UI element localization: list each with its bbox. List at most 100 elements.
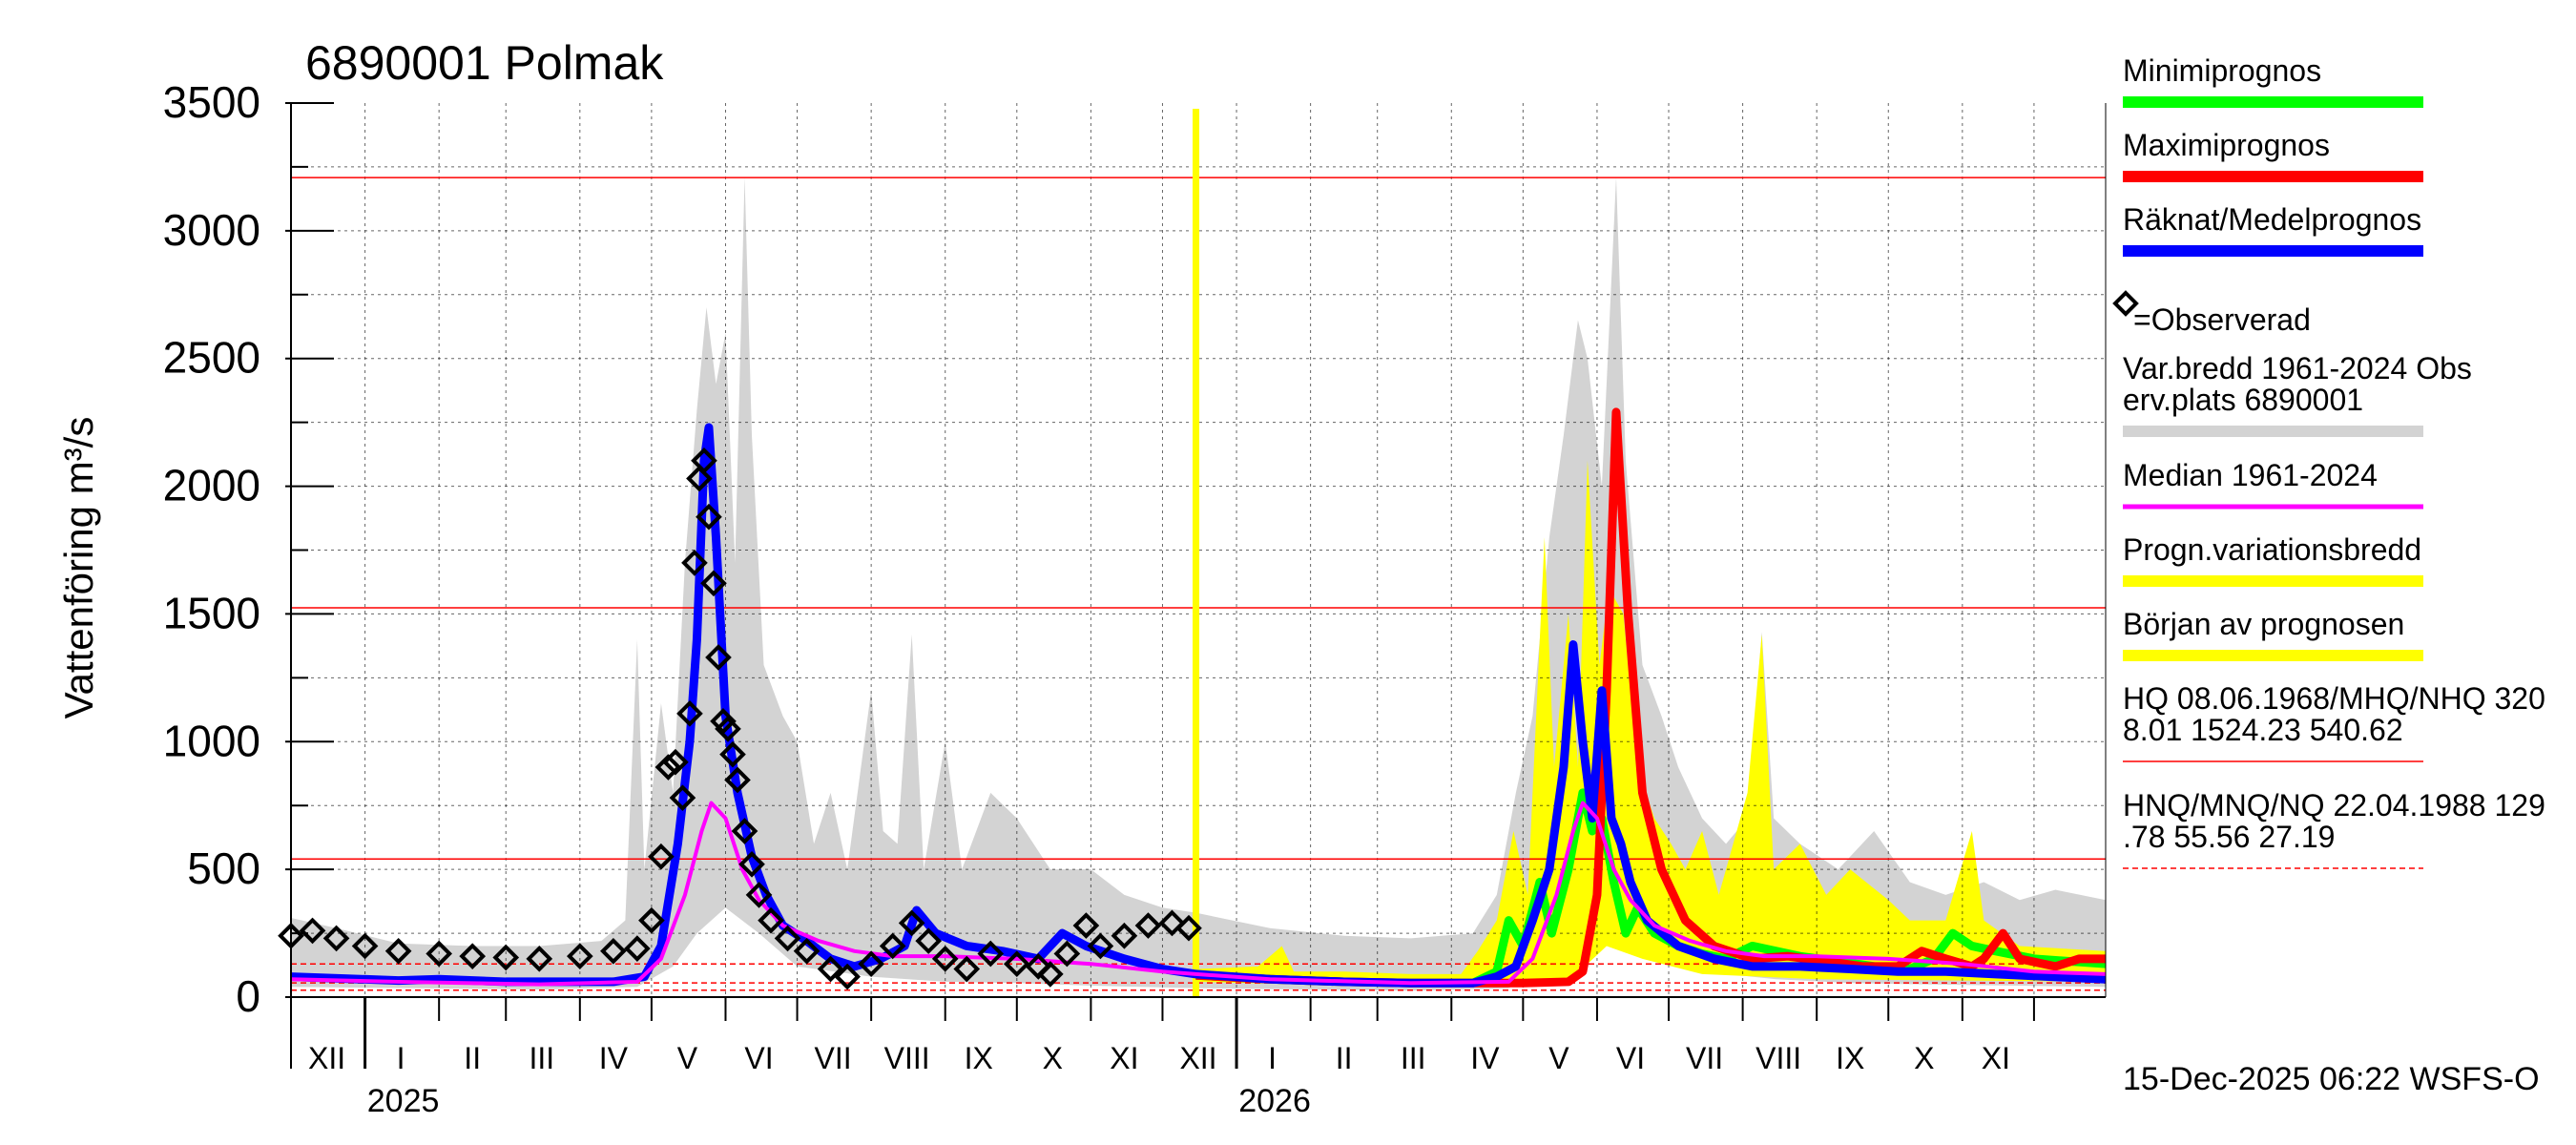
observed-point: [724, 766, 751, 794]
month-label: IX: [965, 1041, 993, 1075]
observed-point: [696, 503, 722, 531]
legend-label-observerad: =Observerad: [2133, 302, 2311, 337]
legend-label-maximiprognos: Maximiprognos: [2123, 128, 2330, 162]
observed-point: [459, 943, 487, 969]
month-label: VIII: [1755, 1041, 1801, 1075]
month-label: VIII: [884, 1041, 930, 1075]
observed-point: [638, 906, 665, 934]
month-label: V: [1548, 1041, 1569, 1075]
observed-point: [710, 708, 737, 735]
legend-label-median-1961-2024: Median 1961-2024: [2123, 458, 2378, 492]
grid: [291, 103, 2106, 997]
month-label: IV: [1470, 1041, 1500, 1075]
observed-markers: [278, 447, 1202, 990]
observed-point: [681, 550, 708, 576]
year-label: 2025: [367, 1083, 440, 1119]
observed-point: [898, 909, 925, 937]
observed-point: [624, 935, 651, 962]
legend-label-hnq-mnq-nq-22-04-1988-129: HNQ/MNQ/NQ 22.04.1988 129: [2123, 788, 2545, 822]
observed-point: [299, 917, 326, 945]
y-tick-label: 500: [187, 843, 260, 893]
observed-point: [915, 927, 943, 954]
observed-point: [1025, 953, 1052, 980]
observed-point: [745, 882, 773, 908]
observed-point: [1053, 940, 1081, 968]
observed-point: [351, 932, 379, 960]
month-label: I: [397, 1041, 405, 1075]
band-var-bredd-1961-2024-observ-plats-6890001: [291, 177, 2106, 991]
observed-point: [654, 754, 682, 781]
observed-point: [705, 644, 732, 671]
observed-point: [322, 925, 350, 952]
observed-point: [719, 740, 746, 768]
month-label: XI: [1110, 1041, 1138, 1075]
legend-label-var-bredd-1961-2024-obs: Var.bredd 1961-2024 Obs: [2123, 351, 2472, 385]
month-label: I: [1268, 1041, 1277, 1075]
observed-point: [1175, 914, 1202, 942]
month-label: II: [464, 1041, 481, 1075]
chart-title: 6890001 Polmak: [305, 36, 664, 90]
observed-point: [858, 950, 884, 978]
footer-timestamp: 15-Dec-2025 06:22 WSFS-O: [2123, 1061, 2540, 1097]
month-label: IX: [1836, 1041, 1864, 1075]
legend-label-b-rjan-av-prognosen: Början av prognosen: [2123, 607, 2404, 641]
legend-label-hq-08-06-1968-mhq-nhq-320: HQ 08.06.1968/MHQ/NHQ 320: [2123, 681, 2545, 716]
observed-point: [931, 946, 959, 972]
year-label: 2026: [1238, 1083, 1311, 1119]
y-tick-label: 2500: [163, 333, 260, 383]
y-tick-label: 3000: [163, 205, 260, 255]
observed-point: [384, 937, 412, 965]
month-label: III: [529, 1041, 554, 1075]
legend-label-2-hnq-mnq-nq-22-04-1988-129: .78 55.56 27.19: [2123, 820, 2335, 854]
month-label: V: [677, 1041, 698, 1075]
month-label: VI: [744, 1041, 773, 1075]
month-label: III: [1401, 1041, 1426, 1075]
month-label: VII: [1686, 1041, 1723, 1075]
observed-point: [731, 818, 758, 844]
y-tick-label: 2000: [163, 461, 260, 510]
observed-point: [1087, 932, 1114, 960]
observed-point: [669, 784, 696, 812]
observed-point: [953, 955, 981, 983]
observed-point: [834, 963, 861, 990]
legend-label-progn-variationsbredd: Progn.variationsbredd: [2123, 532, 2421, 567]
observed-point: [700, 570, 727, 597]
observed-point: [691, 447, 717, 474]
observed-point: [648, 843, 675, 870]
observed-point: [793, 937, 821, 965]
y-tick-label: 1000: [163, 716, 260, 765]
observed-point: [1134, 912, 1162, 939]
observed-point: [1111, 922, 1138, 949]
observed-point: [1158, 909, 1186, 937]
legend-swatch-observed: [2112, 290, 2139, 317]
variation-bands: [291, 177, 2106, 991]
observed-point: [977, 940, 1005, 968]
observed-point: [1003, 950, 1030, 978]
y-tick-label: 3500: [163, 77, 260, 127]
legend-label-r-knat-medelprognos: Räknat/Medelprognos: [2123, 202, 2421, 237]
legend: Minimiprognos Maximiprognos Räknat/Medelpr…: [2112, 53, 2545, 869]
observed-point: [1037, 961, 1064, 988]
observed-point: [758, 906, 784, 934]
month-label: X: [1043, 1041, 1063, 1075]
observed-point: [676, 700, 703, 727]
month-label: XII: [1179, 1041, 1216, 1075]
month-label: II: [1336, 1041, 1353, 1075]
band-progn-variationsbredd: [1195, 460, 2106, 988]
observed-point: [686, 465, 713, 492]
observed-point: [1072, 912, 1100, 939]
line-median-1961-2024: [290, 801, 2107, 987]
observed-point: [774, 925, 801, 952]
observed-point: [600, 937, 627, 965]
observed-point: [817, 955, 844, 983]
observed-point: [879, 932, 906, 960]
observed-point: [526, 946, 553, 972]
month-label: IV: [599, 1041, 629, 1075]
y-axis-label: Vattenföring m³/s: [56, 417, 101, 719]
month-label: X: [1914, 1041, 1934, 1075]
y-tick-label: 1500: [163, 588, 260, 637]
month-label: VII: [815, 1041, 852, 1075]
legend-label-2-hq-08-06-1968-mhq-nhq-320: 8.01 1524.23 540.62: [2123, 713, 2403, 747]
